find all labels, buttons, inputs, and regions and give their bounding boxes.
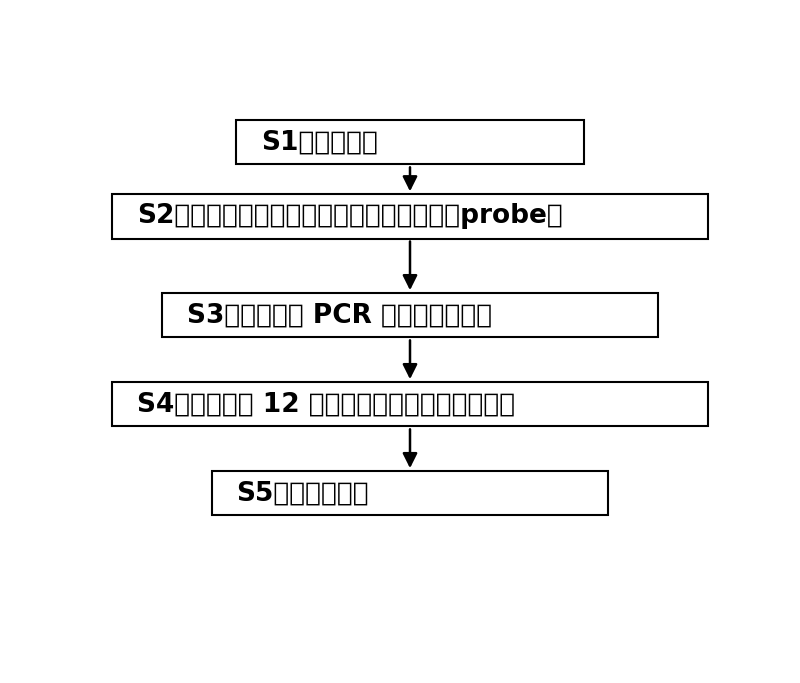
FancyBboxPatch shape: [237, 120, 584, 165]
Text: S3：实时定量 PCR 检测造血嵌合体: S3：实时定量 PCR 检测造血嵌合体: [187, 303, 492, 329]
FancyBboxPatch shape: [162, 293, 658, 337]
FancyBboxPatch shape: [112, 382, 708, 426]
FancyBboxPatch shape: [112, 194, 708, 238]
Text: S5：统计学分析: S5：统计学分析: [237, 480, 369, 506]
Text: S2：选择多态性遗传标记设计引物和探子（probe）: S2：选择多态性遗传标记设计引物和探子（probe）: [138, 204, 563, 229]
Text: S4：人工合成 12 个不同稀释浓度的造血嵌合体: S4：人工合成 12 个不同稀释浓度的造血嵌合体: [138, 391, 515, 417]
FancyBboxPatch shape: [211, 471, 608, 516]
Text: S1：收集标本: S1：收集标本: [262, 129, 378, 155]
